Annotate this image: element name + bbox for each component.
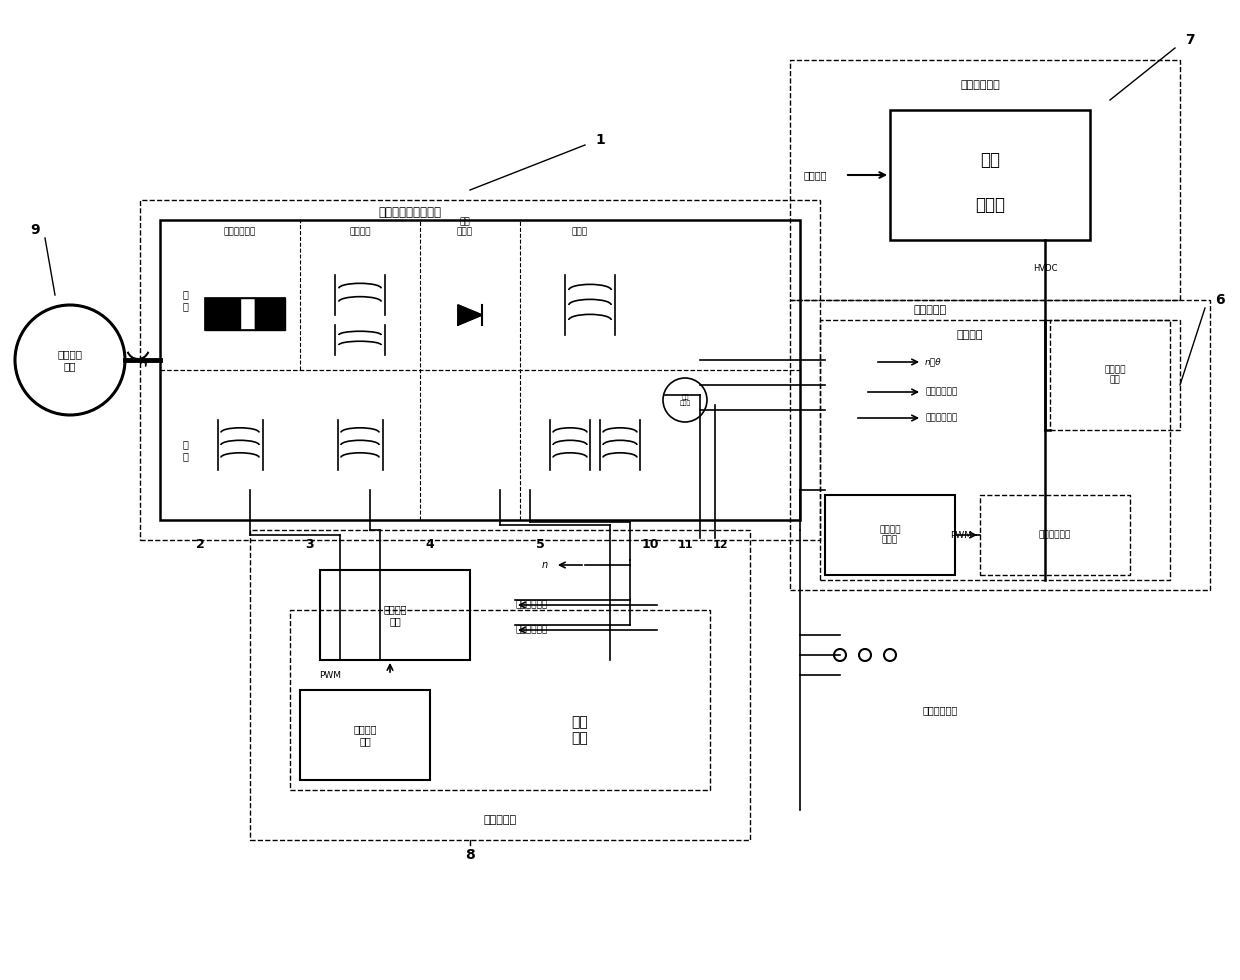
Text: 三相交流输出: 三相交流输出	[923, 705, 957, 715]
Bar	[825, 495, 955, 575]
Text: 三相电压信号: 三相电压信号	[925, 414, 957, 422]
Text: 7: 7	[1185, 33, 1195, 47]
Text: 9: 9	[30, 223, 40, 237]
Text: 主励磁机: 主励磁机	[350, 227, 371, 236]
Bar	[255, 298, 285, 330]
Bar	[205, 298, 285, 330]
Text: 三相电流信号: 三相电流信号	[515, 601, 547, 610]
Bar	[250, 530, 750, 840]
Text: 三级式无刷同步电机: 三级式无刷同步电机	[378, 206, 441, 219]
Text: 三相电压信号: 三相电压信号	[515, 625, 547, 634]
Bar	[290, 610, 711, 790]
Text: 电源输入: 电源输入	[804, 170, 827, 180]
Text: n: n	[542, 560, 548, 570]
Text: 功率: 功率	[980, 151, 999, 169]
Text: PWM: PWM	[950, 530, 972, 540]
Text: 4: 4	[425, 538, 434, 552]
Text: 1: 1	[595, 133, 605, 147]
Text: 控制单元: 控制单元	[957, 330, 983, 340]
Bar	[320, 570, 470, 660]
Text: 变换器: 变换器	[975, 196, 1004, 214]
Text: PWM: PWM	[319, 670, 341, 679]
Text: 控制
单元: 控制 单元	[572, 714, 588, 745]
Polygon shape	[458, 305, 482, 325]
Text: 10: 10	[641, 538, 658, 552]
Bar	[890, 110, 1090, 240]
Text: 11: 11	[677, 540, 693, 550]
Text: 8: 8	[465, 848, 475, 862]
Bar	[160, 220, 800, 520]
Text: 3: 3	[306, 538, 314, 552]
Text: 驱动隔离
放大: 驱动隔离 放大	[353, 724, 377, 746]
Text: N: N	[218, 310, 226, 318]
Bar	[205, 298, 241, 330]
Text: 永磁副励磁机: 永磁副励磁机	[224, 227, 257, 236]
Text: 6: 6	[1215, 293, 1225, 307]
Bar	[300, 690, 430, 780]
Bar	[790, 60, 1180, 300]
Text: 整流调压
电路: 整流调压 电路	[383, 605, 407, 626]
Text: 旋转
变压器: 旋转 变压器	[680, 394, 691, 406]
Text: 主电机: 主电机	[572, 227, 588, 236]
Text: 5: 5	[536, 538, 544, 552]
Text: HVDC: HVDC	[1033, 264, 1058, 272]
Text: 起动控制器: 起动控制器	[914, 305, 946, 315]
Bar	[241, 298, 255, 330]
Bar	[980, 495, 1130, 575]
Text: 直流输入
模块: 直流输入 模块	[1105, 366, 1126, 385]
Bar	[1050, 320, 1180, 430]
Text: S: S	[267, 310, 273, 318]
Text: 2: 2	[196, 538, 205, 552]
Text: 起动功率单元: 起动功率单元	[960, 80, 999, 90]
Text: 驱动隔离放大: 驱动隔离放大	[1039, 530, 1071, 540]
Text: 旋转
整流器: 旋转 整流器	[456, 218, 474, 237]
Text: 12: 12	[712, 540, 728, 550]
Bar	[790, 300, 1210, 590]
Bar	[820, 320, 1171, 580]
Text: 三相电流信号: 三相电流信号	[925, 387, 957, 397]
Text: 定
子: 定 子	[182, 439, 188, 461]
Text: 辅助动力
装置: 辅助动力 装置	[57, 349, 83, 370]
Text: 发电控制器: 发电控制器	[484, 815, 517, 825]
Bar	[140, 200, 820, 540]
Text: n、θ: n、θ	[925, 358, 941, 367]
Text: 转
子: 转 子	[182, 289, 188, 311]
Text: 三相全桥
逆变器: 三相全桥 逆变器	[879, 525, 900, 545]
